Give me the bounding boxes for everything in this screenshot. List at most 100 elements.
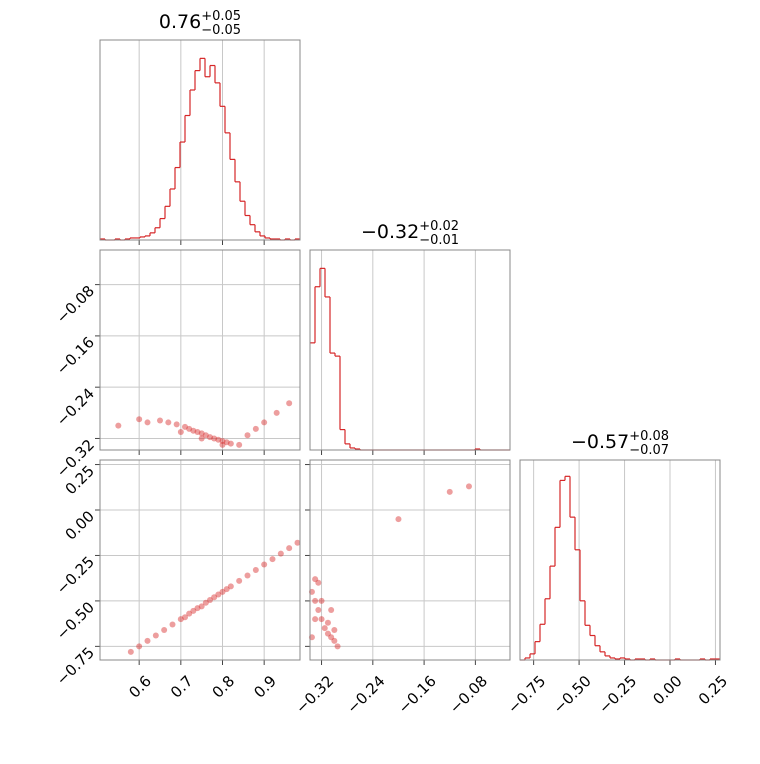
sample-point xyxy=(182,614,188,621)
panel-title: 0.76+0.05 −0.05 xyxy=(159,9,241,38)
x-tick-label: −0.25 xyxy=(595,672,640,717)
sample-point xyxy=(194,605,201,612)
sample-point xyxy=(236,577,243,584)
x-tick-label: 0.25 xyxy=(695,672,731,708)
sample-point xyxy=(157,417,163,424)
sample-point xyxy=(207,434,213,441)
sample-point xyxy=(294,539,301,546)
sample-point xyxy=(465,483,472,490)
sample-point xyxy=(286,400,293,407)
sample-point xyxy=(321,625,328,632)
sample-point xyxy=(244,432,251,439)
title-value: −0.32 xyxy=(361,221,419,243)
sample-point xyxy=(324,630,331,637)
sample-point xyxy=(395,516,402,523)
panel-frame xyxy=(99,249,301,451)
sample-point xyxy=(207,597,213,603)
y-tick-label: −0.25 xyxy=(53,553,98,598)
sample-point xyxy=(198,430,205,437)
sample-point xyxy=(144,637,151,644)
sample-point xyxy=(202,599,209,606)
y-tick-label: −0.24 xyxy=(53,384,98,429)
sample-point xyxy=(312,616,319,623)
sample-point xyxy=(182,423,188,430)
sample-point xyxy=(190,427,197,434)
y-tick-label: 0.00 xyxy=(62,507,98,543)
sample-point xyxy=(236,441,243,448)
sample-point xyxy=(324,619,331,626)
sample-point xyxy=(446,488,453,495)
panel-frame xyxy=(519,459,721,661)
sample-point xyxy=(194,429,201,436)
sample-point xyxy=(318,616,325,623)
title-lower: −0.05 xyxy=(201,23,241,38)
sample-point xyxy=(144,419,151,426)
sample-point xyxy=(277,550,284,557)
panel-title: −0.32+0.02 −0.01 xyxy=(361,219,459,248)
y-tick-label: −0.08 xyxy=(53,282,98,327)
sample-point xyxy=(312,576,319,583)
sample-point xyxy=(136,643,143,650)
x-tick-label: −0.16 xyxy=(395,672,440,717)
title-lower: −0.01 xyxy=(419,233,459,248)
title-value: 0.76 xyxy=(159,11,201,33)
x-tick-label: 0.9 xyxy=(250,672,280,702)
sample-point xyxy=(331,627,338,633)
sample-point xyxy=(227,440,234,447)
y-tick-label: −0.50 xyxy=(53,598,98,643)
x-tick-label: −0.24 xyxy=(343,672,388,717)
x-tick-label: −0.32 xyxy=(292,672,337,717)
sample-point xyxy=(202,432,209,439)
sample-point xyxy=(223,439,230,446)
x-tick-label: −0.75 xyxy=(504,672,549,717)
title-upper: +0.08 xyxy=(629,429,669,444)
sample-point xyxy=(269,556,276,563)
sample-point xyxy=(165,419,172,426)
x-tick-label: 0.8 xyxy=(209,672,239,702)
sample-point xyxy=(219,438,226,445)
sample-point xyxy=(252,567,259,573)
sample-point xyxy=(261,561,268,568)
sample-point xyxy=(215,436,222,443)
x-tick-label: 0.00 xyxy=(649,672,685,708)
sample-point xyxy=(186,610,193,617)
sample-point xyxy=(215,591,222,598)
sample-point xyxy=(186,425,193,432)
panel-title: −0.57+0.08 −0.07 xyxy=(571,429,669,458)
sample-point xyxy=(331,637,338,644)
x-tick-label: 0.7 xyxy=(167,672,197,702)
sample-point xyxy=(328,607,335,613)
sample-point xyxy=(152,632,159,639)
panel-frame xyxy=(309,249,511,451)
sample-point xyxy=(244,572,251,579)
sample-point xyxy=(334,643,341,650)
sample-point xyxy=(198,603,205,610)
sample-point xyxy=(211,435,218,442)
sample-point xyxy=(286,545,293,552)
sample-point xyxy=(318,597,325,604)
sample-point xyxy=(177,429,184,436)
sample-point xyxy=(315,579,322,586)
sample-point xyxy=(328,634,335,641)
sample-point xyxy=(161,627,168,633)
sample-point xyxy=(115,422,122,429)
sample-point xyxy=(312,597,319,604)
title-lower: −0.07 xyxy=(629,443,669,458)
x-tick-label: −0.08 xyxy=(446,672,491,717)
sample-point xyxy=(223,586,230,593)
sample-point xyxy=(261,419,268,426)
y-tick-label: −0.75 xyxy=(53,644,98,689)
title-upper: +0.02 xyxy=(419,219,459,234)
panel-frame xyxy=(99,39,301,241)
sample-point xyxy=(198,435,205,442)
sample-point xyxy=(190,607,197,614)
x-tick-label: −0.50 xyxy=(550,672,595,717)
y-tick-label: −0.16 xyxy=(53,333,98,378)
sample-point xyxy=(219,588,226,595)
title-upper: +0.05 xyxy=(201,9,241,24)
sample-point xyxy=(273,409,280,416)
sample-point xyxy=(169,621,176,628)
sample-point xyxy=(173,421,180,428)
